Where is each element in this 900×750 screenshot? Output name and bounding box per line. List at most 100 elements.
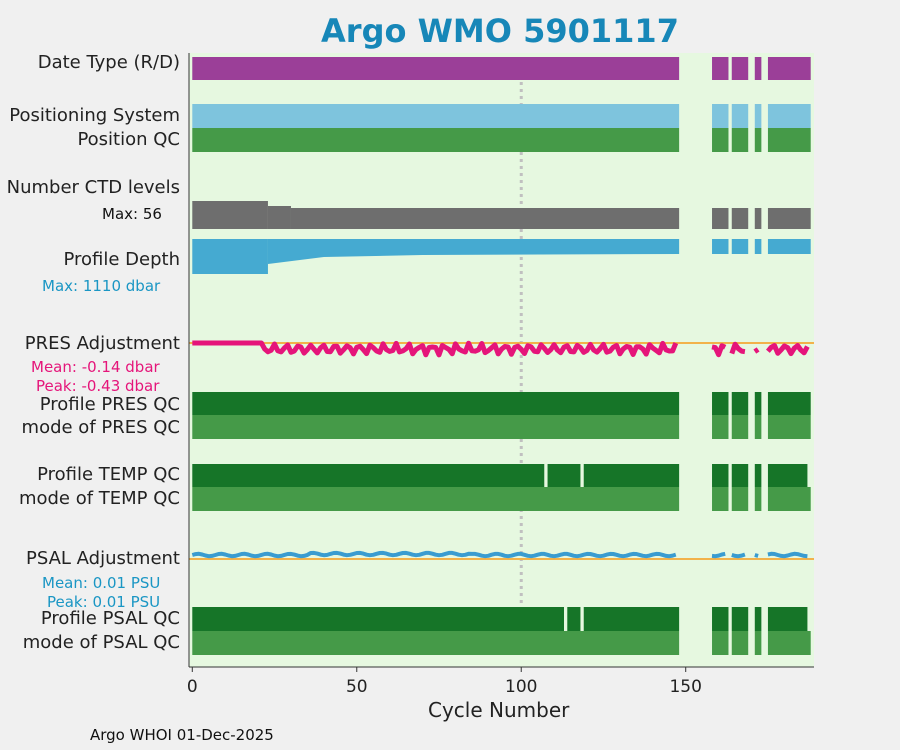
label-ctd-max: Max: 56	[102, 205, 162, 223]
label-profile-psal-qc: Profile PSAL QC	[40, 608, 180, 629]
profile-depth-bar-1	[712, 239, 729, 254]
psal-adjustment-line-2	[731, 552, 746, 559]
profile-psal-qc-bar-0-1	[567, 607, 581, 631]
profile-psal-qc-bar-2-0	[731, 607, 749, 631]
profile-depth-bar-2	[731, 239, 749, 254]
x-tick-label-150: 150	[669, 677, 701, 697]
mode-psal-qc-bar-4-0	[767, 631, 811, 655]
profile-temp-qc-bar-0-2	[583, 464, 680, 487]
label-mode-psal-qc: mode of PSAL QC	[22, 632, 180, 653]
chart-title: Argo WMO 5901117	[321, 12, 679, 50]
label-mode-pres-qc: mode of PRES QC	[21, 417, 180, 438]
date-type-bar-3-0	[754, 57, 762, 80]
position-qc-bar-0-0	[192, 128, 680, 152]
date-type-bar-1-0	[712, 57, 729, 80]
profile-pres-qc-bar-3-0	[754, 392, 762, 415]
profile-depth-bar-early	[192, 239, 268, 274]
label-positioning-system: Positioning System	[9, 105, 180, 126]
ctd-bar-3	[754, 208, 762, 229]
profile-depth-bar-late	[267, 239, 680, 264]
label-position-qc: Position QC	[77, 129, 180, 150]
ctd-bar-late	[290, 208, 680, 229]
label-depth-max: Max: 1110 dbar	[42, 277, 161, 295]
label-num-ctd: Number CTD levels	[6, 177, 180, 198]
x-tick-label-50: 50	[346, 677, 368, 697]
position-qc-bar-4-0	[767, 128, 811, 152]
mode-temp-qc-bar-4-0	[767, 487, 811, 511]
date-type-bar-2-0	[731, 57, 749, 80]
ctd-bar-early	[192, 201, 268, 229]
positioning-system-bar-0-0	[192, 104, 680, 128]
pres-adjustment-line-4	[765, 343, 810, 357]
profile-temp-qc-bar-2-0	[731, 464, 749, 487]
mode-pres-qc-bar-4-0	[767, 415, 811, 439]
profile-pres-qc-bar-1-0	[712, 392, 729, 415]
mode-psal-qc-bar-1-0	[712, 631, 729, 655]
mode-pres-qc-bar-1-0	[712, 415, 729, 439]
label-mode-temp-qc: mode of TEMP QC	[18, 488, 180, 509]
mode-psal-qc-bar-2-0	[731, 631, 749, 655]
positioning-system-bar-1-0	[712, 104, 729, 128]
mode-temp-qc-bar-2-0	[731, 487, 749, 511]
footer-text: Argo WHOI 01-Dec-2025	[90, 726, 274, 744]
mode-temp-qc-bar-3-0	[754, 487, 762, 511]
profile-pres-qc-bar-4-0	[767, 392, 811, 415]
positioning-system-bar-4-0	[767, 104, 811, 128]
label-psal-adjustment: PSAL Adjustment	[25, 548, 180, 569]
mode-psal-qc-bar-0-0	[192, 631, 680, 655]
mode-pres-qc-bar-2-0	[731, 415, 749, 439]
label-profile-temp-qc: Profile TEMP QC	[37, 464, 180, 485]
psal-adjustment-line-4	[767, 551, 808, 559]
profile-pres-qc-bar-0-0	[192, 392, 680, 415]
positioning-system-bar-3-0	[754, 104, 762, 128]
ctd-bar-mid	[267, 206, 291, 229]
pres-adjustment-line-1	[711, 343, 727, 358]
mode-pres-qc-bar-3-0	[754, 415, 762, 439]
psal-adjustment-line-1	[711, 551, 726, 559]
profile-psal-qc-bar-1-0	[712, 607, 729, 631]
ctd-bar-2	[731, 208, 749, 229]
profile-psal-qc-bar-4-0	[767, 607, 808, 631]
profile-depth-bar-4	[767, 239, 811, 254]
label-psal-peak: Peak: 0.01 PSU	[47, 593, 161, 611]
x-tick-label-0: 0	[187, 677, 198, 697]
profile-temp-qc-bar-1-0	[712, 464, 729, 487]
mode-temp-qc-bar-0-0	[192, 487, 680, 511]
pres-adjustment-line-3	[753, 347, 760, 354]
profile-temp-qc-bar-0-0	[192, 464, 545, 487]
label-profile-pres-qc: Profile PRES QC	[39, 394, 180, 415]
mode-psal-qc-bar-3-0	[754, 631, 762, 655]
pres-adjustment-line-2	[729, 341, 746, 355]
positioning-system-bar-2-0	[731, 104, 749, 128]
profile-temp-qc-bar-3-0	[754, 464, 762, 487]
profile-psal-qc-bar-0-0	[192, 607, 564, 631]
psal-adjustment-line-0	[191, 550, 677, 559]
psal-adjustment-line-3	[754, 553, 759, 558]
x-tick-label-100: 100	[505, 677, 537, 697]
mode-pres-qc-bar-0-0	[192, 415, 680, 439]
profile-temp-qc-bar-0-1	[547, 464, 581, 487]
label-pres-peak: Peak: -0.43 dbar	[36, 377, 160, 395]
date-type-bar-0-0	[192, 57, 680, 80]
ctd-bar-1	[712, 208, 729, 229]
label-date-type: Date Type (R/D)	[37, 52, 180, 73]
label-profile-depth: Profile Depth	[63, 249, 180, 270]
mode-temp-qc-bar-1-0	[712, 487, 729, 511]
pres-adjustment-line-0	[192, 340, 679, 358]
profile-pres-qc-bar-2-0	[731, 392, 749, 415]
label-psal-mean: Mean: 0.01 PSU	[42, 574, 161, 592]
profile-depth-bar-3	[754, 239, 762, 254]
x-axis-label: Cycle Number	[428, 698, 570, 722]
label-pres-adjustment: PRES Adjustment	[24, 333, 180, 354]
profile-psal-qc-bar-3-0	[754, 607, 762, 631]
profile-temp-qc-bar-4-0	[767, 464, 808, 487]
profile-psal-qc-bar-0-2	[583, 607, 680, 631]
position-qc-bar-2-0	[731, 128, 749, 152]
label-pres-mean: Mean: -0.14 dbar	[31, 358, 160, 376]
position-qc-bar-3-0	[754, 128, 762, 152]
plot-background	[189, 53, 814, 667]
ctd-bar-4	[767, 208, 811, 229]
date-type-bar-4-0	[767, 57, 811, 80]
position-qc-bar-1-0	[712, 128, 729, 152]
